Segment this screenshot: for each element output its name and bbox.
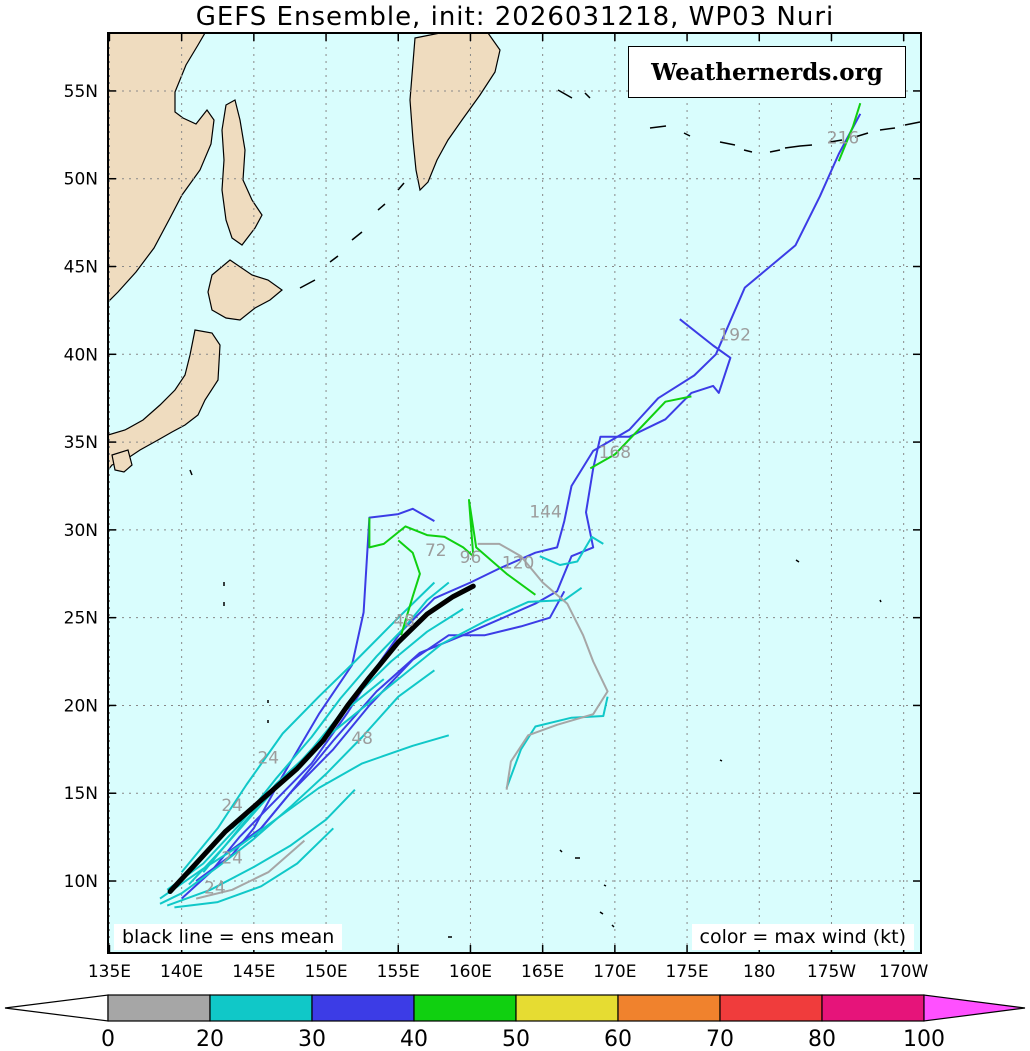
- lat-tick-label: 10N: [64, 872, 98, 892]
- colorbar-segment: [107, 994, 211, 1022]
- colorbar-under-arrow: [4, 994, 109, 1022]
- forecast-hour-label: 216: [827, 129, 859, 149]
- colorbar-segment: [311, 994, 415, 1022]
- lon-tick-label: 160E: [449, 962, 492, 982]
- forecast-hour-label: 24: [221, 796, 243, 816]
- ensemble-member-track: [837, 102, 862, 162]
- lat-tick-label: 40N: [64, 345, 98, 365]
- lon-tick-label: 150E: [304, 962, 347, 982]
- axis-ticks: [108, 33, 921, 953]
- ensemble-member-track: [397, 539, 421, 636]
- forecast-hour-label: 144: [529, 503, 561, 523]
- colorbar-label: 60: [604, 1027, 632, 1051]
- lon-tick-label: 175E: [665, 962, 708, 982]
- watermark-label: Weathernerds.org: [628, 46, 906, 98]
- legend-note-color: color = max wind (kt): [691, 924, 914, 950]
- lon-tick-label: 165E: [521, 962, 564, 982]
- ensemble-tracks: [159, 102, 862, 909]
- colorbar-label: 0: [101, 1027, 115, 1051]
- colorbar-label: 70: [706, 1027, 734, 1051]
- ensemble-member-track: [180, 113, 862, 900]
- plot-frame: [107, 32, 922, 954]
- lon-tick-label: 180: [743, 962, 775, 982]
- ensemble-member-track: [166, 581, 450, 891]
- forecast-hour-label: 168: [599, 443, 631, 463]
- ensemble-member-track: [188, 586, 583, 886]
- lat-tick-label: 45N: [64, 258, 98, 278]
- ensemble-mean-group: [167, 583, 476, 894]
- ensemble-member-track: [159, 669, 435, 905]
- ensemble-member-track: [174, 827, 334, 909]
- ensemble-member-track: [253, 590, 566, 838]
- forecast-hour-label: 48: [351, 729, 373, 749]
- ensemble-member-track: [368, 499, 536, 596]
- colorbar-segment: [719, 994, 823, 1022]
- land-kurils: [299, 182, 405, 289]
- map-title: GEFS Ensemble, init: 2026031218, WP03 Nu…: [195, 2, 835, 32]
- forecast-hour-label: 24: [221, 848, 243, 868]
- colorbar-label: 30: [298, 1027, 326, 1051]
- wind-colorbar: 0 20 30 40 50 60 70 80 100: [4, 994, 1026, 1051]
- ensemble-member-track: [195, 839, 306, 900]
- lon-tick-label: 170W: [879, 962, 928, 982]
- ensemble-member-track: [166, 789, 356, 907]
- lon-tick-label: 135E: [88, 962, 131, 982]
- gridlines: [108, 33, 921, 953]
- ensemble-member-track: [477, 542, 609, 790]
- axis-tick-labels: 135E 140E 145E 150E 155E 160E 165E 170E 175E 180 1…: [64, 82, 929, 982]
- colorbar-segment: [515, 994, 619, 1022]
- forecast-hour-labels: 192 216 168 144 120 96 72 48 48 24 24 24 24: [204, 129, 859, 899]
- lat-tick-label: 35N: [64, 433, 98, 453]
- colorbar-segment: [821, 994, 925, 1022]
- ensemble-member-track: [180, 581, 436, 873]
- ensemble-member-track: [589, 395, 692, 470]
- forecast-hour-label: 120: [502, 553, 534, 573]
- land-sakhalin: [221, 99, 263, 246]
- forecast-hour-label: 192: [718, 325, 750, 345]
- ensemble-member-track: [505, 696, 609, 789]
- forecast-hour-label: 96: [460, 548, 482, 568]
- forecast-hour-label: 24: [257, 748, 279, 768]
- forecast-hour-label: 48: [393, 611, 415, 631]
- colorbar-label: 40: [400, 1027, 428, 1051]
- colorbar-over-arrow: [923, 994, 1026, 1022]
- land-small-islands: [189, 469, 882, 938]
- lon-tick-label: 155E: [377, 962, 420, 982]
- colorbar-label: 80: [808, 1027, 836, 1051]
- lat-tick-label: 20N: [64, 696, 98, 716]
- land-asia-mainland: [108, 33, 215, 303]
- forecast-hour-label: 72: [425, 541, 447, 561]
- ensemble-member-track: [539, 535, 604, 566]
- ensemble-mean-track: [167, 583, 476, 894]
- lat-tick-label: 25N: [64, 609, 98, 629]
- lat-tick-label: 50N: [64, 170, 98, 190]
- land-kamchatka: [409, 33, 501, 192]
- colorbar-label: 50: [502, 1027, 530, 1051]
- colorbar-label: 20: [196, 1027, 224, 1051]
- lon-tick-label: 145E: [232, 962, 275, 982]
- lon-tick-label: 170E: [593, 962, 636, 982]
- land-hokkaido: [207, 259, 283, 321]
- lat-tick-label: 30N: [64, 521, 98, 541]
- lat-tick-label: 15N: [64, 784, 98, 804]
- legend-note-mean: black line = ens mean: [114, 924, 343, 950]
- lat-tick-label: 55N: [64, 82, 98, 102]
- colorbar-segment: [209, 994, 313, 1022]
- forecast-hour-label: 24: [204, 878, 226, 898]
- colorbar-label: 100: [903, 1027, 945, 1051]
- lon-tick-label: 140E: [160, 962, 203, 982]
- colorbar-segment: [617, 994, 721, 1022]
- lon-tick-label: 175W: [807, 962, 856, 982]
- land-aleutians: [557, 89, 921, 153]
- colorbar-segment: [413, 994, 517, 1022]
- land-kyushu: [111, 449, 133, 473]
